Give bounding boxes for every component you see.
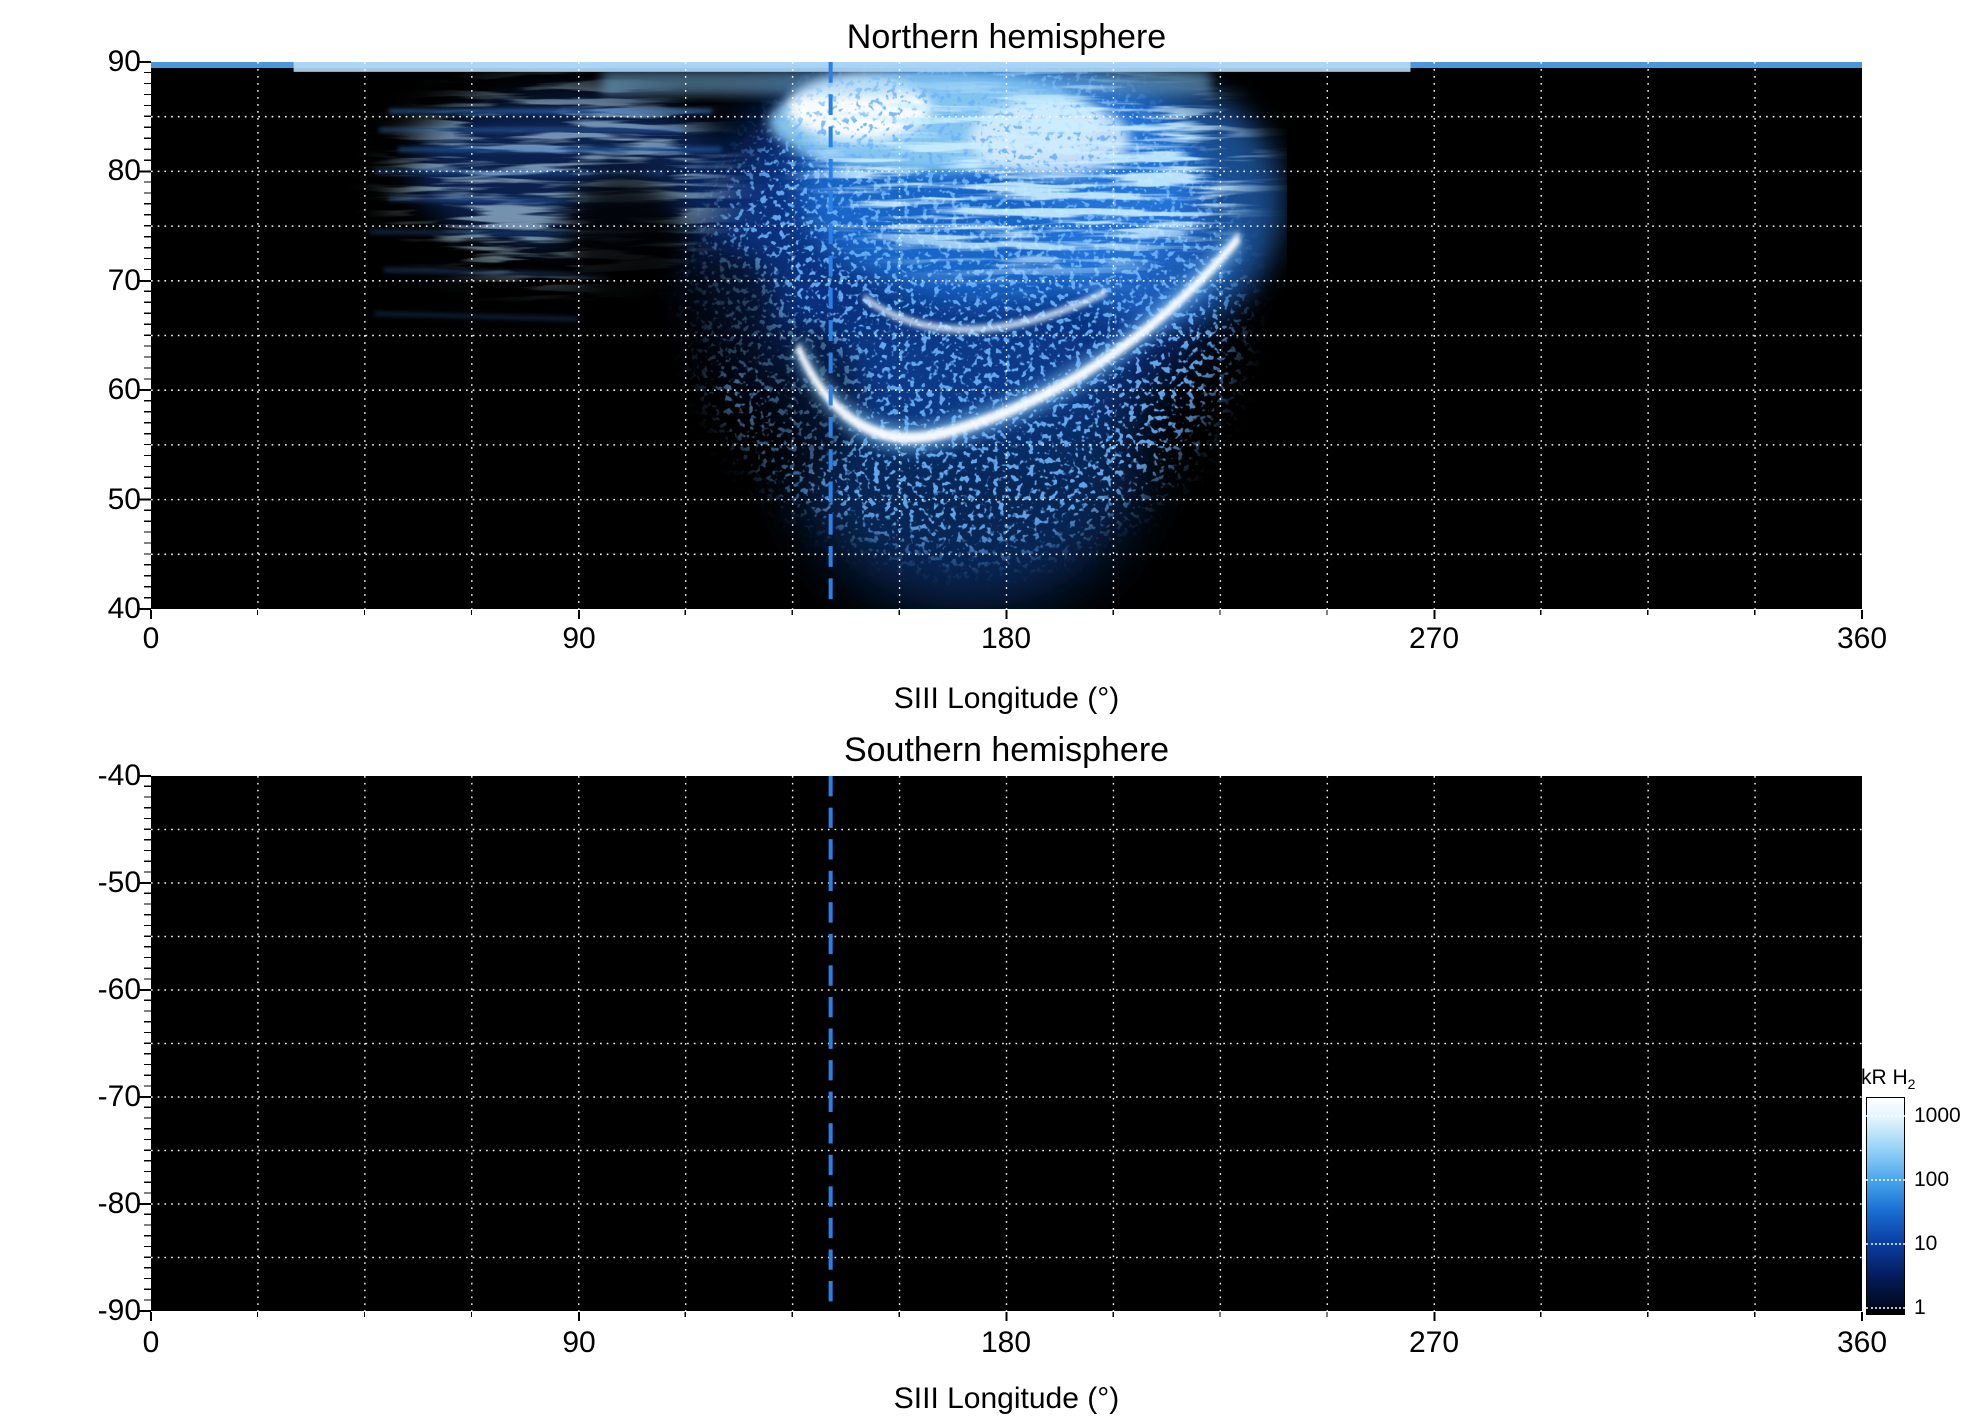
emission-cutoff [1286,72,1862,609]
north-x-axis-title: SIII Longitude (°) [893,682,1120,715]
north-x-minor-ticks [150,610,1864,615]
north-y-tick-label: 60 [107,373,141,406]
colorbar-tick-mark [1866,1179,1905,1181]
south-panel-title: Southern hemisphere [843,731,1170,769]
south-y-tick-label: -50 [97,866,141,899]
south-x-tick-label: 90 [562,1326,596,1359]
bright-arc [795,231,1241,444]
north-y-tick-label: 70 [107,264,141,297]
north-x-tick-label: 0 [142,622,160,655]
colorbar-unit-label: kR H2 [1861,1066,1916,1093]
colorbar-tick-label: 100 [1914,1168,1950,1191]
south-y-tick-label: -40 [97,759,141,792]
south-y-tick-label: -80 [97,1187,141,1220]
south-gridlines-and-annotation [151,776,1862,1311]
aurora-emission [151,62,1862,609]
south-x-tick-label: 0 [142,1326,160,1359]
north-x-tick-label: 270 [1408,622,1460,655]
colorbar-tick-label: 1000 [1914,1104,1961,1127]
north-y-major-ticks [138,61,151,610]
colorbar-tick-mark [1866,1243,1905,1245]
north-y-tick-label: 90 [107,45,141,78]
south-x-tick-label: 270 [1408,1326,1460,1359]
north-panel-title: Northern hemisphere [846,18,1167,56]
south-y-tick-label: -70 [97,1080,141,1113]
north-gridlines-and-annotation [151,62,1862,609]
south-y-tick-label: -90 [97,1294,141,1327]
polar-edge-strip-bright [293,62,1411,72]
colorbar-tick-mark [1866,1115,1905,1117]
colorbar-unit-subscript: 2 [1907,1076,1916,1093]
north-heatmap [151,62,1862,609]
south-heatmap [151,776,1862,1311]
south-x-axis-title: SIII Longitude (°) [893,1382,1120,1415]
south-y-tick-label: -60 [97,973,141,1006]
north-x-tick-label: 360 [1836,622,1888,655]
north-y-tick-label: 40 [107,592,141,625]
north-y-tick-label: 80 [107,154,141,187]
colorbar [1866,1097,1905,1315]
north-y-tick-label: 50 [107,483,141,516]
south-plot-area [151,776,1862,1311]
south-x-tick-label: 180 [980,1326,1032,1359]
south-x-minor-ticks [150,1312,1864,1317]
colorbar-tick-mark [1866,1307,1905,1309]
secondary-arc [863,287,1107,334]
north-x-tick-label: 90 [562,622,596,655]
north-plot-area [151,62,1862,609]
south-y-major-ticks [138,775,151,1313]
colorbar-tick-label: 1 [1914,1296,1926,1319]
colorbar-tick-label: 10 [1914,1232,1938,1255]
north-x-tick-label: 180 [980,622,1032,655]
south-x-tick-label: 360 [1836,1326,1888,1359]
